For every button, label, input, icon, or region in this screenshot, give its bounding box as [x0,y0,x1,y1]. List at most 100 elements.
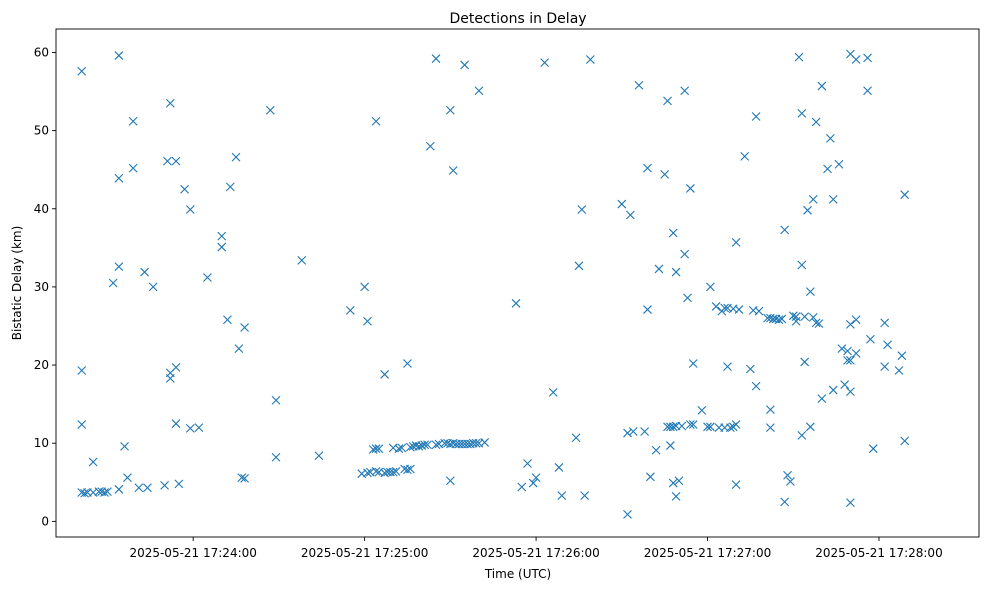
data-point-marker [766,405,775,414]
data-point-marker [783,470,792,480]
data-point-marker [571,433,581,443]
data-point-marker [643,305,652,314]
data-point-marker [403,359,412,368]
data-point-marker [371,444,381,454]
data-point-marker [751,112,761,121]
data-point-marker [297,255,307,265]
data-point-marker [557,491,567,500]
data-point-marker [677,421,687,431]
data-point-marker [688,359,698,368]
data-point-marker [660,169,670,179]
data-point-marker [165,98,175,108]
data-point-marker [77,420,87,429]
y-tick-label: 60 [34,45,49,59]
data-point-marker [397,443,407,453]
data-point-marker [517,482,527,492]
data-point-marker [580,491,590,500]
data-point-marker [846,387,855,397]
data-point-marker [866,334,875,344]
data-point-marker [823,164,832,174]
data-point-marker [160,481,169,490]
data-point-marker [794,52,804,62]
data-point-marker [391,466,401,476]
y-tick-label: 0 [41,514,49,528]
data-point-marker [474,86,484,96]
data-point-marker [834,159,844,169]
data-point-marker [705,282,715,292]
data-point-marker [894,366,904,375]
data-point-marker [394,444,404,454]
data-point-marker [171,363,181,372]
x-tick-label: 2025-05-21 17:27:00 [644,546,771,560]
data-point-marker [77,66,87,76]
data-point-marker [88,457,98,467]
data-point-marker [114,51,124,60]
data-point-marker [843,355,852,365]
data-point-marker [174,479,184,489]
data-point-marker [651,445,661,455]
data-point-marker [800,357,810,367]
data-point-marker [806,287,815,296]
plot-area-frame [55,28,980,538]
y-axis-label: Bistatic Delay (km) [10,226,24,341]
data-point-marker [851,315,861,325]
data-point-marker [668,422,678,432]
x-tick-label: 2025-05-21 17:26:00 [472,546,599,560]
x-tick-label: 2025-05-21 17:25:00 [301,546,428,560]
data-point-marker [574,261,584,271]
y-axis: 0 10 20 30 40 50 60 [34,45,56,528]
data-point-marker [688,420,698,429]
data-point-marker [671,267,681,277]
data-point-marker [134,483,144,493]
data-point-marker [271,452,281,462]
data-point-marker [403,465,412,475]
data-point-marker [577,205,587,214]
data-point-marker [780,225,790,235]
data-point-marker [414,441,424,451]
data-point-marker [431,54,441,64]
data-point-marker [120,441,129,451]
data-point-marker [231,152,241,162]
data-point-marker [685,184,695,193]
data-point-marker [148,282,158,292]
data-point-marker [80,488,89,498]
data-point-marker [360,282,370,292]
data-point-marker [554,463,564,472]
data-point-marker [826,134,835,143]
data-point-marker [100,488,109,497]
data-point-marker [617,199,627,209]
data-point-marker [766,423,775,432]
data-point-marker [726,423,735,432]
data-point-marker [531,473,541,482]
data-point-marker [423,440,432,450]
data-point-marker [540,58,550,67]
data-point-marker [791,316,801,326]
data-point-marker [405,442,415,452]
data-point-marker [103,487,112,497]
data-point-marker [840,380,850,389]
data-point-marker [114,484,124,494]
data-point-marker [680,249,690,259]
data-point-marker [746,364,755,374]
data-point-marker [628,427,638,436]
data-point-marker [625,210,635,220]
data-point-marker [846,320,855,329]
data-point-marker [777,314,787,324]
data-point-marker [431,440,441,450]
data-point-marker [528,478,538,488]
data-point-marker [171,156,181,166]
data-point-marker [731,420,741,429]
data-point-marker [680,86,690,96]
data-point-marker [788,311,798,321]
data-point-marker [654,264,664,274]
data-point-marker [108,278,118,288]
data-point-marker [143,483,152,493]
y-tick-label: 10 [34,436,49,450]
y-tick-label: 40 [34,202,49,216]
data-point-marker [114,262,124,271]
data-point-marker [846,355,855,365]
data-point-marker [740,152,750,161]
data-point-marker [897,351,907,361]
